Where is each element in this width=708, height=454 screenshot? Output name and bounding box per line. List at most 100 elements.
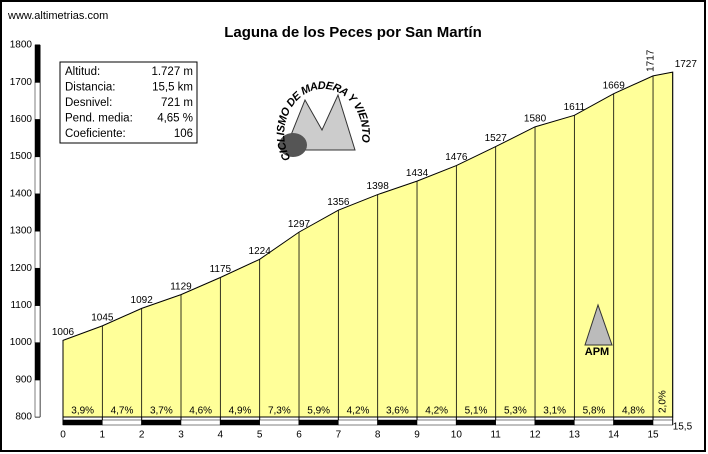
y-tick-label: 1000 [10,337,33,348]
grade-label: 4,8% [622,406,645,417]
y-tick-label: 800 [15,412,32,423]
grade-label: 4,2% [425,406,448,417]
x-tick-label: 2 [139,430,145,441]
x-tick-label: 0 [60,430,66,441]
elevation-label: 1611 [564,102,586,113]
x-tick-label: 5 [257,430,263,441]
x-tick-label: 1 [100,430,106,441]
x-tick-label: 13 [569,430,581,441]
grade-label: 3,9% [71,406,94,417]
elevation-label: 1045 [91,313,114,324]
x-tick-label: 15,5 [673,422,693,433]
x-tick-label: 14 [608,430,620,441]
y-scale-band [34,230,41,269]
y-scale-band [34,44,41,83]
y-scale-band [34,81,41,120]
x-tick-label: 8 [375,430,381,441]
x-tick-label: 6 [296,430,302,441]
x-scale-band [456,419,496,426]
y-tick-label: 900 [15,374,32,385]
x-scale-band [102,419,142,426]
chart-title: Laguna de los Peces por San Martín [224,24,482,41]
elevation-label: 1717 [646,49,657,72]
x-tick-label: 10 [451,430,463,441]
y-tick-label: 1400 [10,188,33,199]
grade-label: 2,0% [658,390,669,413]
x-scale-band [298,419,339,426]
elevation-label: 1224 [249,246,272,257]
y-tick-label: 1200 [10,263,33,274]
x-tick-label: 11 [490,430,501,441]
y-scale-band [34,342,41,381]
grade-label: 5,1% [465,406,488,417]
grade-label: 7,3% [268,406,291,417]
info-label: Desnivel: [65,97,112,109]
elevation-label: 1434 [406,168,429,179]
y-scale-band [34,267,41,306]
x-scale-band [141,419,182,426]
x-scale-band [574,419,614,426]
elevation-label: 1175 [210,264,232,275]
profile-area [62,71,674,418]
grade-label: 4,2% [347,406,370,417]
y-tick-label: 1600 [10,114,33,125]
elevation-label: 1297 [288,219,311,230]
y-scale-band [34,379,41,418]
x-scale-band [62,419,103,426]
x-scale-band [259,419,300,426]
info-value: 15,5 km [152,82,193,94]
y-tick-label: 1300 [10,226,33,237]
grade-label: 5,9% [307,406,330,417]
elevation-label: 1527 [485,133,508,144]
badge-mountain [584,303,613,346]
y-tick-label: 1700 [10,77,33,88]
elevation-label: 1356 [327,197,350,208]
x-tick-label: 15 [647,430,659,441]
y-scale-band [34,193,41,232]
y-scale-band [34,156,41,195]
logo-fish [279,133,307,157]
elevation-label: 1006 [52,327,75,338]
x-scale-band [652,419,673,426]
info-label: Distancia: [65,82,116,94]
info-value: 1.727 m [151,66,193,78]
info-value: 721 m [161,97,193,109]
grade-label: 3,1% [543,406,566,417]
y-tick-label: 1800 [10,40,33,51]
x-scale-band [220,419,260,426]
badge-label: APM [585,346,609,358]
grade-label: 4,9% [229,406,252,417]
elevation-label: 1727 [675,59,698,70]
x-scale-band [180,419,221,426]
x-scale-band [338,419,378,426]
elevation-label: 1129 [170,281,192,292]
y-scale-band [34,119,41,157]
grade-label: 5,8% [583,406,606,417]
info-box [59,61,198,144]
x-tick-label: 4 [218,430,224,441]
grade-label: 5,3% [504,406,527,417]
x-tick-label: 7 [336,430,342,441]
elevation-label: 1669 [603,80,626,91]
y-tick-label: 1500 [10,151,33,162]
info-label: Pend. media: [65,113,133,125]
x-scale-band [416,419,457,426]
elevation-label: 1092 [131,295,154,306]
elevation-label: 1398 [367,181,390,192]
x-scale-band [377,419,418,426]
info-value: 106 [174,128,193,140]
y-tick-label: 1100 [10,300,32,311]
x-tick-label: 9 [414,430,420,441]
y-scale-band [34,305,41,343]
info-label: Altitud: [65,66,100,78]
x-tick-label: 12 [529,430,541,441]
info-label: Coeficiente: [65,128,126,140]
x-tick-label: 3 [178,430,184,441]
x-scale-band [534,419,575,426]
grade-label: 4,7% [111,406,134,417]
elevation-label: 1476 [445,152,468,163]
info-value: 4,65 % [157,113,193,125]
grade-label: 3,6% [386,406,409,417]
grade-label: 4,6% [189,406,212,417]
